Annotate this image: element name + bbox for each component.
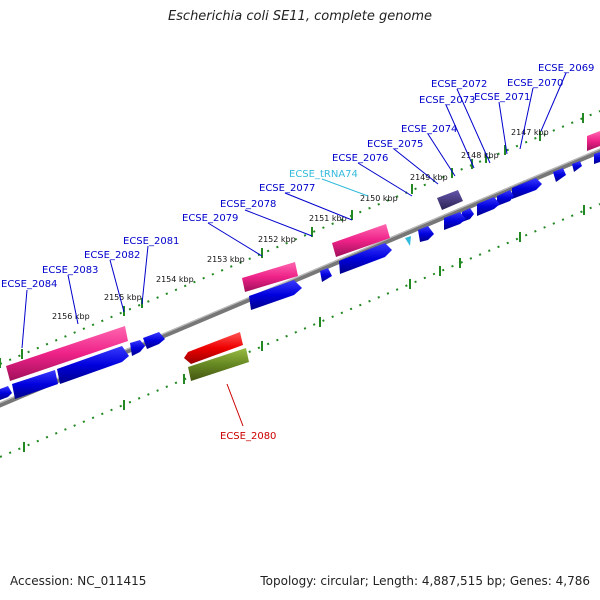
leader-ecse-2076 (357, 162, 413, 197)
leader-ecse-2077 (284, 192, 353, 221)
cds-feature[interactable] (477, 197, 500, 216)
kbp-label-2150: 2150 kbp (360, 194, 398, 203)
leader-ecse-2071 (498, 101, 508, 155)
gene-label-ecse-2070[interactable]: ECSE_2070 (507, 78, 563, 89)
gene-label-ecse-2077[interactable]: ECSE_2077 (259, 183, 315, 194)
leader-ecse-2083 (67, 274, 79, 325)
kbp-label-2148: 2148 kbp (461, 151, 499, 160)
gene-label-ecse-2081[interactable]: ECSE_2081 (123, 236, 179, 247)
kbp-labels: 2147 kbp 2148 kbp 2149 kbp 2150 kbp 2151… (52, 128, 549, 321)
leader-ecse-2080 (226, 383, 244, 427)
leader-ecse-2075 (393, 148, 439, 185)
cds-reverse-feature[interactable] (188, 348, 249, 381)
kbp-label-2152: 2152 kbp (258, 235, 296, 244)
kbp-label-2155: 2155 kbp (104, 293, 142, 302)
cds-feature[interactable] (418, 226, 434, 242)
leader-ecse-2078 (244, 209, 313, 237)
leader-ecse-2079 (207, 222, 263, 257)
leader-ecse-2069 (540, 72, 567, 132)
cds-feature[interactable] (320, 268, 332, 282)
trna-feature[interactable] (405, 236, 411, 246)
gene-label-ecse-2074[interactable]: ECSE_2074 (401, 124, 457, 135)
gene-label-ecse-2084[interactable]: ECSE_2084 (1, 279, 57, 290)
cds-feature[interactable] (249, 280, 302, 310)
gene-label-ecse-2073[interactable]: ECSE_2073 (419, 95, 475, 106)
gene-label-ecse-2076[interactable]: ECSE_2076 (332, 153, 388, 164)
gene-label-ecse-2079[interactable]: ECSE_2079 (182, 213, 238, 224)
map-title: Escherichia coli SE11, complete genome (167, 9, 433, 24)
leader-ecse-2070 (519, 87, 534, 150)
gene-label-ecse-2082[interactable]: ECSE_2082 (84, 250, 140, 261)
leader-lines (21, 72, 567, 427)
cds-feature[interactable] (0, 386, 12, 400)
cds-feature[interactable] (572, 161, 582, 172)
gene-labels: ECSE_2069 ECSE_2070 ECSE_2071 ECSE_2072 … (1, 63, 594, 442)
cds-feature[interactable] (339, 243, 392, 274)
gene-label-ecse-2083[interactable]: ECSE_2083 (42, 265, 98, 276)
gene-label-ecse-trna74[interactable]: ECSE_tRNA74 (289, 169, 358, 180)
kbp-label-2156: 2156 kbp (52, 312, 90, 321)
cds-feature[interactable] (512, 178, 542, 199)
cds-feature[interactable] (497, 190, 514, 206)
leader-ecse-2084 (21, 289, 28, 349)
cds-feature[interactable] (444, 212, 466, 230)
topology-text: Topology: circular; Length: 4,887,515 bp… (260, 574, 590, 588)
tick-ring-inner (0, 203, 600, 458)
gene-feature[interactable] (332, 224, 390, 257)
cds-feature[interactable] (143, 332, 165, 349)
leader-ecse-2074 (427, 133, 456, 177)
leader-ecse-2072 (456, 88, 491, 164)
tick-ring-outer (0, 110, 600, 365)
kbp-label-2154: 2154 kbp (156, 275, 194, 284)
kbp-label-2147: 2147 kbp (511, 128, 549, 137)
cds-feature[interactable] (594, 152, 600, 164)
features[interactable] (0, 131, 600, 400)
cds-feature[interactable] (130, 340, 145, 356)
leader-ecse-2073 (445, 104, 475, 169)
cds-feature[interactable] (553, 168, 566, 182)
gene-feature[interactable] (587, 131, 600, 151)
cds-feature[interactable] (12, 370, 58, 399)
gene-label-ecse-2071[interactable]: ECSE_2071 (474, 92, 530, 103)
cds-feature[interactable] (57, 346, 129, 384)
kbp-label-2153: 2153 kbp (207, 255, 245, 264)
major-ticks-inner (23, 205, 585, 452)
leader-ecse-2082 (109, 259, 125, 313)
leader-ecse-trna74 (321, 178, 369, 197)
kbp-label-2151: 2151 kbp (309, 214, 347, 223)
gene-label-ecse-2078[interactable]: ECSE_2078 (220, 199, 276, 210)
gene-reverse-feature[interactable] (184, 332, 243, 364)
gene-label-ecse-2075[interactable]: ECSE_2075 (367, 139, 423, 150)
gene-label-ecse-2072[interactable]: ECSE_2072 (431, 79, 487, 90)
kbp-label-2149: 2149 kbp (410, 173, 448, 182)
accession-text: Accession: NC_011415 (10, 574, 147, 588)
gene-feature[interactable] (6, 326, 128, 381)
gene-label-ecse-2080[interactable]: ECSE_2080 (220, 431, 276, 442)
misc-feature[interactable] (437, 190, 463, 210)
gene-feature[interactable] (242, 262, 298, 292)
leader-ecse-2081 (141, 245, 149, 305)
gene-label-ecse-2069[interactable]: ECSE_2069 (538, 63, 594, 74)
